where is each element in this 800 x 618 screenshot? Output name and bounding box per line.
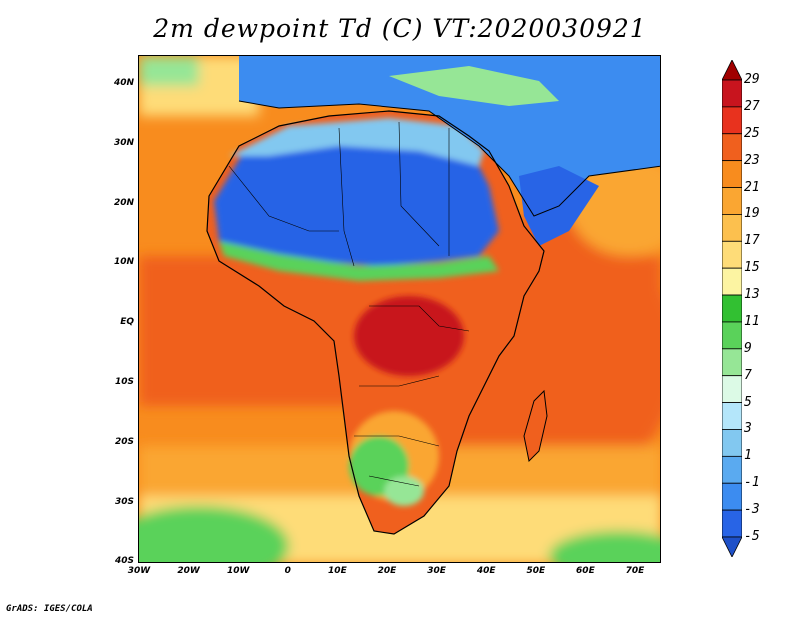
lat-tick-label: 30N	[113, 137, 134, 148]
colorbar-label: -1	[744, 475, 760, 491]
colorbar-label: 5	[744, 394, 752, 410]
grads-footer: GrADS: IGES/COLA	[6, 604, 93, 614]
lat-tick-label: 30S	[114, 496, 134, 507]
colorbar-label: -5	[744, 529, 760, 544]
lon-tick-label: 30W	[127, 566, 151, 576]
lon-tick-label: 60E	[576, 566, 595, 576]
colorbar-swatch	[722, 455, 742, 484]
colorbar-label: 11	[744, 313, 760, 329]
sahara-dry-region	[214, 124, 499, 266]
colorbar-label: 3	[744, 421, 752, 437]
colorbar-swatch	[722, 375, 742, 403]
dewpoint-map	[138, 55, 661, 563]
lat-tick-label: 10N	[113, 257, 134, 268]
lon-tick-label: 40E	[476, 566, 496, 576]
colorbar	[722, 60, 742, 557]
north-atlantic-green	[139, 56, 199, 86]
lon-tick-label: 0	[284, 566, 291, 576]
colorbar-label: 27	[744, 98, 760, 114]
colorbar-swatch	[722, 106, 742, 135]
lat-tick-label: 10S	[114, 377, 134, 387]
colorbar-label: 7	[744, 367, 752, 383]
southwest-green	[139, 506, 289, 562]
lat-tick-label: 20N	[113, 197, 134, 208]
lon-tick-label: 50E	[526, 566, 546, 576]
colorbar-swatch	[722, 160, 742, 188]
arabian-sea	[569, 156, 660, 256]
colorbar-swatch	[722, 321, 742, 350]
lon-tick-label: 30E	[427, 566, 446, 576]
colorbar-swatch	[722, 429, 742, 457]
colorbar-swatch	[722, 509, 742, 538]
colorbar-swatch	[722, 214, 742, 242]
colorbar-swatch	[722, 267, 742, 296]
lon-tick-label: 20E	[377, 566, 397, 576]
colorbar-label: 15	[744, 260, 760, 276]
south-interior	[384, 476, 424, 506]
congo-warm	[354, 296, 464, 376]
colorbar-label: 9	[744, 340, 752, 356]
colorbar-swatch	[722, 482, 742, 511]
colorbar-swatch	[722, 402, 742, 430]
colorbar-max-triangle	[722, 60, 742, 81]
country-borders	[228, 121, 470, 487]
colorbar-label: 29	[744, 72, 760, 87]
colorbar-min-triangle	[722, 536, 742, 557]
map-title: 2m dewpoint Td (C) VT:2020030921	[153, 14, 647, 43]
colorbar-swatch	[722, 187, 742, 215]
lat-tick-label: 40S	[114, 556, 134, 567]
colorbar-label: 17	[744, 233, 760, 249]
lon-tick-label: 70E	[625, 566, 645, 576]
lon-tick-label: 10W	[226, 566, 250, 576]
colorbar-swatch	[722, 294, 742, 323]
colorbar-label: 19	[744, 206, 760, 222]
colorbar-swatch	[722, 79, 742, 108]
colorbar-label: 13	[744, 287, 760, 303]
lat-tick-label: 20S	[114, 436, 134, 447]
colorbar-swatch	[722, 240, 742, 269]
colorbar-label: 23	[744, 152, 760, 168]
africa-coastline	[206, 110, 545, 535]
colorbar-label: 1	[744, 448, 752, 464]
north-coastline	[238, 100, 660, 217]
sahel-strip	[219, 241, 499, 281]
lon-tick-label: 10E	[328, 566, 347, 576]
map-canvas	[139, 56, 660, 562]
lon-tick-label: 20W	[177, 566, 200, 576]
eastern-mediterranean	[389, 66, 559, 106]
southeast-green	[549, 531, 660, 562]
colorbar-label: 25	[744, 125, 760, 141]
colorbar-label: 21	[744, 179, 760, 195]
colorbar-label: -3	[744, 502, 760, 518]
mediterranean-coast	[229, 118, 484, 166]
lat-tick-label: EQ	[120, 317, 134, 328]
colorbar-swatch	[722, 133, 742, 162]
colorbar-swatch	[722, 348, 742, 377]
madagascar	[523, 389, 548, 463]
lat-tick-label: 40N	[113, 78, 134, 88]
